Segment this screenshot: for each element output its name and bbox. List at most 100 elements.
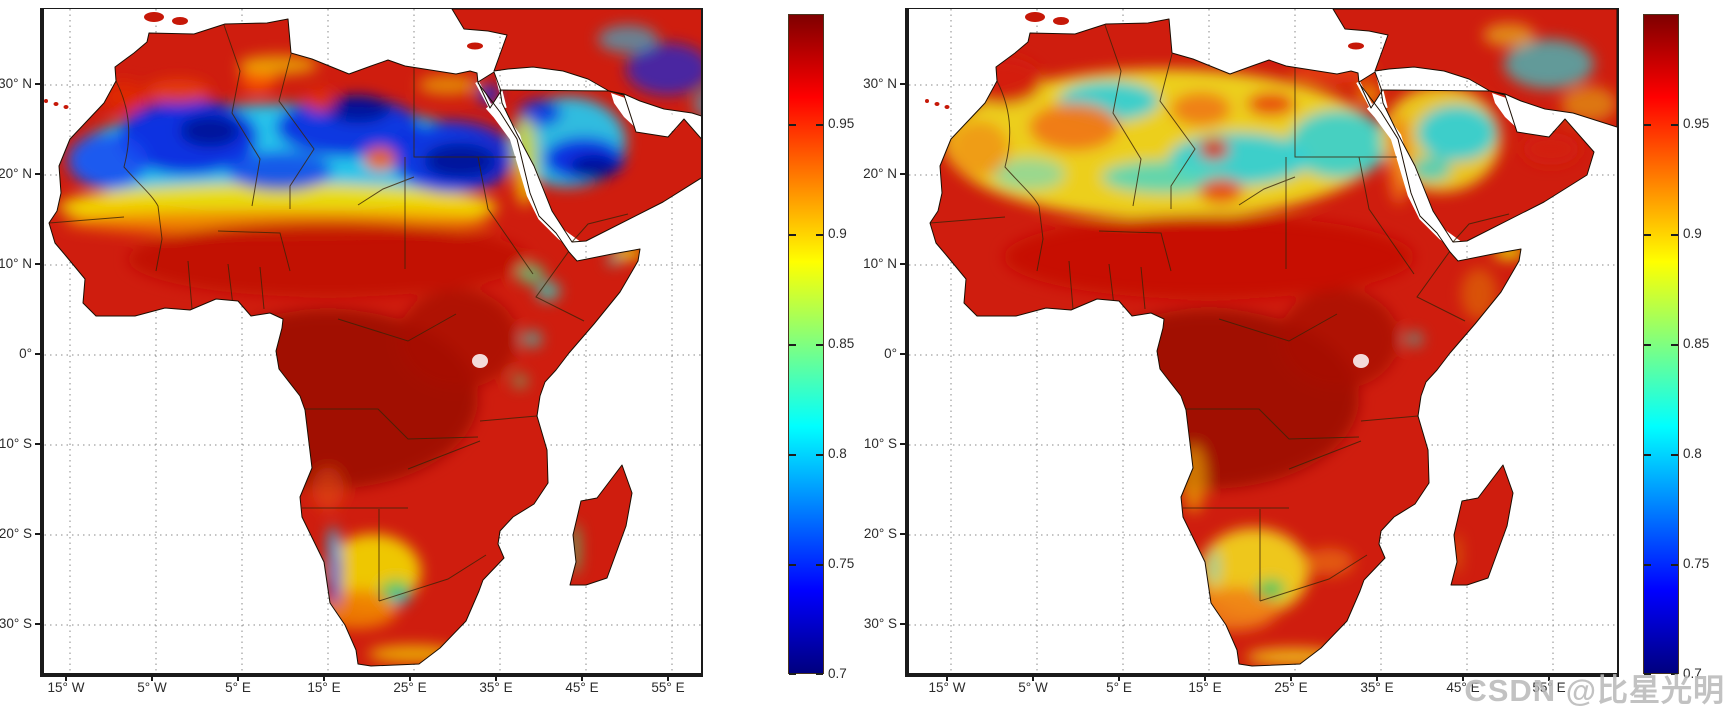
y-tick-label: 30° N [0, 76, 32, 91]
map-svg-right [909, 9, 1617, 673]
colorbar-tick-label: 0.95 [1683, 116, 1710, 131]
y-tick-mark [35, 173, 40, 175]
colorbar-tick-label: 0.8 [1683, 446, 1702, 461]
y-tick-label: 30° S [863, 616, 897, 631]
colorbar-tick-label: 0.9 [1683, 226, 1702, 241]
colorbar-tick [1671, 673, 1678, 675]
x-tick-mark [1290, 676, 1292, 681]
colorbar-tick [1671, 234, 1678, 236]
x-tick-label: 45° E [565, 680, 599, 695]
x-tick-mark [1204, 676, 1206, 681]
map-panel-left [40, 8, 703, 677]
y-tick-mark [900, 443, 905, 445]
colorbar-tick-label: 0.85 [1683, 336, 1710, 351]
y-tick-mark [900, 533, 905, 535]
x-tick-mark [1548, 676, 1550, 681]
colorbar-tick [816, 234, 823, 236]
y-tick-label: 20° S [0, 526, 32, 541]
colorbar-left [788, 14, 824, 675]
x-tick-label: 15° W [47, 680, 85, 695]
x-tick-mark [65, 676, 67, 681]
map-panel-right [905, 8, 1619, 677]
map-svg-left [44, 9, 701, 673]
y-tick-mark [900, 353, 905, 355]
y-tick-label: 10° N [0, 256, 32, 271]
y-tick-mark [900, 83, 905, 85]
x-tick-label: 5° E [225, 680, 251, 695]
y-tick-label: 0° [884, 346, 897, 361]
y-tick-label: 20° N [863, 166, 897, 181]
colorbar-tick-label: 0.75 [828, 556, 855, 571]
x-tick-label: 55° E [651, 680, 685, 695]
colorbar-tick [816, 344, 823, 346]
colorbar-tick [1644, 234, 1651, 236]
colorbar-tick [1671, 344, 1678, 346]
y-tick-mark [900, 173, 905, 175]
colorbar-tick [789, 454, 796, 456]
x-tick-label: 15° E [1188, 680, 1222, 695]
colorbar-tick-label: 0.75 [1683, 556, 1710, 571]
colorbar-tick [816, 124, 823, 126]
y-tick-label: 0° [19, 346, 32, 361]
colorbar-tick [816, 454, 823, 456]
y-tick-label: 10° S [863, 436, 897, 451]
x-tick-label: 5° W [1018, 680, 1048, 695]
x-tick-mark [1376, 676, 1378, 681]
x-tick-mark [409, 676, 411, 681]
colorbar-tick [1671, 454, 1678, 456]
colorbar-tick [1671, 124, 1678, 126]
y-tick-label: 20° N [0, 166, 32, 181]
x-tick-mark [581, 676, 583, 681]
x-tick-label: 45° E [1446, 680, 1480, 695]
x-tick-mark [1118, 676, 1120, 681]
colorbar-tick-label: 0.95 [828, 116, 855, 131]
x-tick-mark [151, 676, 153, 681]
colorbar-tick [1644, 673, 1651, 675]
x-tick-label: 15° E [307, 680, 341, 695]
colorbar-tick [789, 124, 796, 126]
colorbar-tick-label: 0.85 [828, 336, 855, 351]
x-tick-mark [667, 676, 669, 681]
colorbar-tick [789, 344, 796, 346]
x-tick-mark [323, 676, 325, 681]
colorbar-right [1643, 14, 1679, 675]
x-tick-label: 35° E [1360, 680, 1394, 695]
y-tick-label: 30° N [863, 76, 897, 91]
y-tick-mark [900, 263, 905, 265]
y-tick-mark [35, 263, 40, 265]
colorbar-tick [1644, 124, 1651, 126]
y-tick-label: 10° N [863, 256, 897, 271]
x-tick-label: 25° E [393, 680, 427, 695]
watermark: CSDN @比星光明 [1464, 673, 1725, 708]
x-tick-label: 55° E [1532, 680, 1566, 695]
x-tick-label: 25° E [1274, 680, 1308, 695]
x-tick-label: 35° E [479, 680, 513, 695]
colorbar-tick [1671, 564, 1678, 566]
x-tick-mark [237, 676, 239, 681]
y-tick-label: 30° S [0, 616, 32, 631]
x-tick-label: 5° W [137, 680, 167, 695]
x-tick-mark [1032, 676, 1034, 681]
y-tick-mark [35, 353, 40, 355]
x-tick-label: 5° E [1106, 680, 1132, 695]
colorbar-tick [789, 234, 796, 236]
x-tick-label: 15° W [928, 680, 966, 695]
colorbar-tick-label: 0.8 [828, 446, 847, 461]
y-tick-mark [35, 83, 40, 85]
y-tick-mark [35, 623, 40, 625]
colorbar-tick-label: 0.7 [1683, 666, 1702, 681]
colorbar-tick [1644, 454, 1651, 456]
colorbar-tick [816, 564, 823, 566]
colorbar-tick [1644, 564, 1651, 566]
y-tick-mark [35, 533, 40, 535]
x-tick-mark [946, 676, 948, 681]
y-tick-label: 20° S [863, 526, 897, 541]
colorbar-tick [816, 673, 823, 675]
y-tick-mark [35, 443, 40, 445]
colorbar-tick [1644, 344, 1651, 346]
colorbar-tick [789, 564, 796, 566]
x-tick-mark [495, 676, 497, 681]
colorbar-tick-label: 0.9 [828, 226, 847, 241]
x-tick-mark [1462, 676, 1464, 681]
